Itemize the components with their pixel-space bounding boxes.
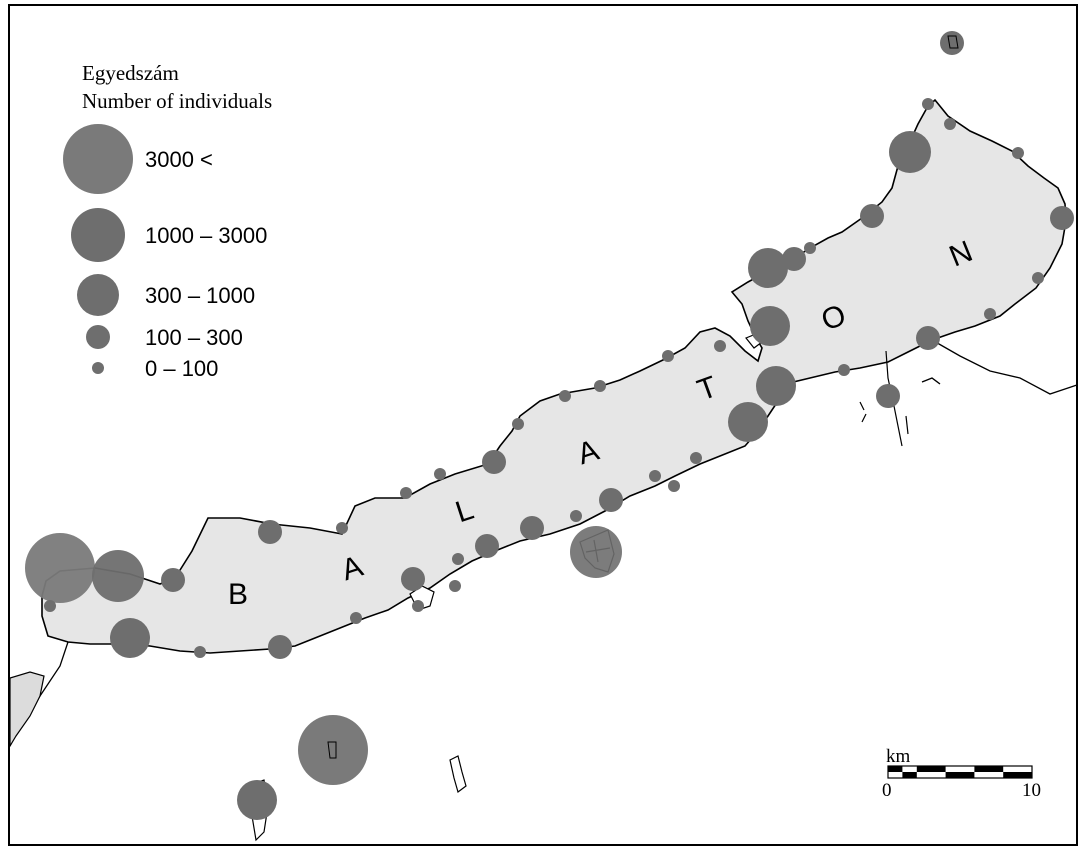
legend-marker-1000-3000: [71, 208, 125, 262]
site-marker: [599, 488, 623, 512]
map-frame: Egyedszám Number of individuals 3000 < 1…: [8, 4, 1078, 846]
site-markers: [25, 31, 1074, 820]
site-marker: [662, 350, 674, 362]
site-marker: [434, 468, 446, 480]
marker-inner-outline: [327, 35, 959, 759]
site-marker: [194, 646, 206, 658]
scale-seg: [902, 772, 917, 778]
site-marker: [298, 715, 368, 785]
legend-label-100-300: 100 – 300: [145, 325, 243, 350]
site-marker: [1050, 206, 1074, 230]
site-marker: [475, 534, 499, 558]
scale-seg: [945, 772, 975, 778]
site-marker: [804, 242, 816, 254]
legend-label-1000-3000: 1000 – 3000: [145, 223, 267, 248]
site-marker: [782, 247, 806, 271]
legend-label-300-1000: 300 – 1000: [145, 283, 255, 308]
site-marker: [838, 364, 850, 376]
site-marker: [401, 567, 425, 591]
site-marker: [92, 550, 144, 602]
scale-seg: [1003, 772, 1032, 778]
site-marker: [268, 635, 292, 659]
site-marker: [649, 470, 661, 482]
site-marker: [748, 248, 788, 288]
site-marker: [412, 600, 424, 612]
site-marker: [482, 450, 506, 474]
kis-balaton-patch: [10, 671, 45, 748]
scale-seg: [916, 766, 946, 772]
legend-label-0-100: 0 – 100: [145, 356, 218, 381]
legend-marker-300-1000: [77, 274, 119, 316]
pond-south-2: [449, 755, 467, 794]
site-marker: [512, 418, 524, 430]
site-marker: [756, 366, 796, 406]
site-marker: [922, 98, 934, 110]
site-marker: [570, 510, 582, 522]
site-marker: [876, 384, 900, 408]
river-east: [931, 339, 1076, 395]
scale-bar: km 0 10: [882, 746, 1041, 801]
site-marker: [520, 516, 544, 540]
legend-title-hu: Egyedszám: [82, 61, 179, 85]
site-marker: [336, 522, 348, 534]
site-marker: [594, 380, 606, 392]
site-marker: [728, 402, 768, 442]
site-marker: [889, 131, 931, 173]
site-marker: [690, 452, 702, 464]
lake-letter-b: B: [228, 578, 248, 611]
site-marker: [940, 31, 964, 55]
site-marker: [449, 580, 461, 592]
scale-unit: km: [886, 746, 911, 767]
site-marker: [161, 568, 185, 592]
site-marker: [1012, 147, 1024, 159]
site-marker: [258, 520, 282, 544]
legend: Egyedszám Number of individuals 3000 < 1…: [63, 61, 272, 381]
legend-label-3000-plus: 3000 <: [145, 147, 213, 172]
site-marker: [714, 340, 726, 352]
site-marker: [750, 306, 790, 346]
site-marker: [860, 204, 884, 228]
map-canvas: Egyedszám Number of individuals 3000 < 1…: [10, 31, 1076, 842]
site-marker: [110, 618, 150, 658]
legend-title-en: Number of individuals: [82, 89, 272, 113]
site-marker: [916, 326, 940, 350]
scale-seg: [888, 766, 903, 772]
legend-marker-100-300: [86, 325, 110, 349]
site-marker: [237, 780, 277, 820]
site-marker: [984, 308, 996, 320]
scale-end-label: 10: [1022, 780, 1041, 801]
scale-seg: [974, 766, 1004, 772]
legend-marker-0-100: [92, 362, 104, 374]
scale-start-label: 0: [882, 780, 892, 801]
pond-east-dash: [921, 377, 941, 385]
site-marker: [452, 553, 464, 565]
site-marker: [350, 612, 362, 624]
pond-east-small: [859, 401, 909, 435]
site-marker: [570, 526, 622, 578]
legend-marker-3000-plus: [63, 124, 133, 194]
site-marker: [944, 118, 956, 130]
site-marker: [668, 480, 680, 492]
site-marker: [559, 390, 571, 402]
site-marker: [1032, 272, 1044, 284]
site-marker: [25, 533, 95, 603]
site-marker: [400, 487, 412, 499]
site-marker: [44, 600, 56, 612]
